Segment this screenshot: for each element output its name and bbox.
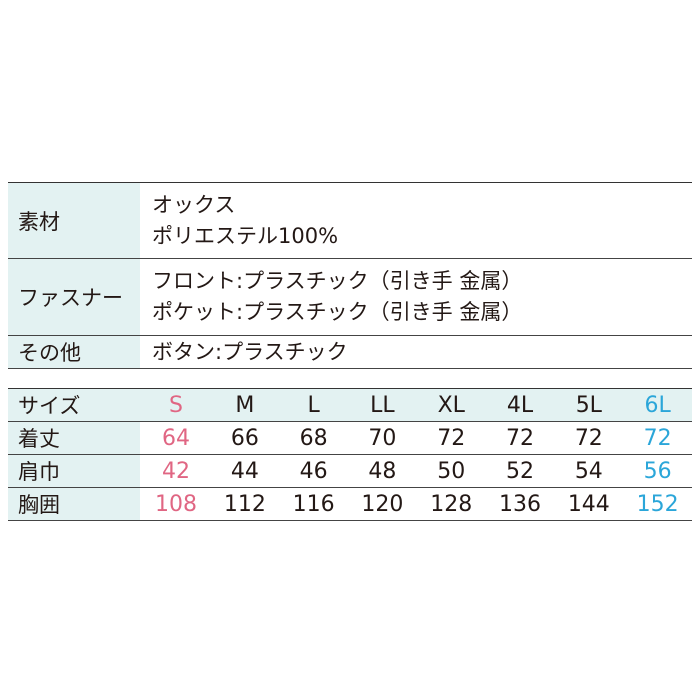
spec-row-material: 素材 オックスポリエステル100% — [8, 183, 692, 259]
size-col: M — [235, 392, 255, 418]
size-value: 72 — [437, 425, 466, 451]
spec-value: ポケット:プラスチック（引き手 金属） — [152, 300, 523, 324]
size-value: 52 — [506, 458, 535, 484]
size-value: 56 — [643, 458, 672, 484]
size-value: 68 — [299, 425, 328, 451]
size-value: 128 — [430, 491, 473, 517]
size-value: 48 — [368, 458, 397, 484]
spec-value: ポリエステル100% — [152, 223, 339, 248]
size-col: 4L — [506, 392, 534, 418]
measure-label: 肩巾 — [8, 455, 140, 487]
size-value: 44 — [230, 458, 259, 484]
size-header-label: サイズ — [8, 389, 140, 421]
size-col: L — [307, 392, 320, 418]
size-row: 胸囲 108 112 116 120 128 136 144 152 — [8, 488, 692, 521]
spec-row-fastener: ファスナー フロント:プラスチック（引き手 金属） ポケット:プラスチック（引き手… — [8, 259, 692, 336]
spec-row-other: その他 ボタン:プラスチック — [8, 336, 692, 369]
size-col: LL — [370, 392, 395, 418]
size-value: 42 — [162, 458, 191, 484]
size-value: 120 — [361, 491, 404, 517]
size-value: 136 — [499, 491, 542, 517]
size-value: 54 — [574, 458, 603, 484]
spec-value: オックス — [152, 192, 236, 217]
size-value: 144 — [567, 491, 610, 517]
size-col: S — [169, 392, 184, 418]
spec-label: その他 — [8, 336, 140, 368]
size-header-row: サイズ S M L LL XL 4L 5L 6L — [8, 389, 692, 422]
size-col: 5L — [575, 392, 602, 418]
spec-value: ボタン:プラスチック — [152, 339, 348, 364]
measure-label: 胸囲 — [8, 488, 140, 520]
spec-label: 素材 — [8, 183, 140, 258]
size-row: 着丈 64 66 68 70 72 72 72 72 — [8, 422, 692, 455]
size-value: 72 — [574, 425, 603, 451]
spec-value: フロント:プラスチック（引き手 金属） — [152, 269, 523, 293]
spec-label: ファスナー — [8, 259, 140, 335]
size-col: XL — [437, 392, 465, 418]
size-value: 64 — [162, 425, 191, 451]
size-value: 72 — [643, 425, 672, 451]
size-value: 70 — [368, 425, 397, 451]
size-value: 112 — [223, 491, 266, 517]
size-col: 6L — [644, 392, 671, 418]
size-table: サイズ S M L LL XL 4L 5L 6L 着丈 64 66 68 70 72 72 7… — [8, 388, 692, 521]
size-value: 72 — [506, 425, 535, 451]
size-value: 50 — [437, 458, 466, 484]
size-value: 116 — [292, 491, 335, 517]
size-value: 108 — [155, 491, 198, 517]
size-value: 152 — [636, 491, 679, 517]
measure-label: 着丈 — [8, 422, 140, 454]
spec-table: 素材 オックスポリエステル100% ファスナー フロント:プラスチック（引き手 … — [8, 182, 692, 369]
size-row: 肩巾 42 44 46 48 50 52 54 56 — [8, 455, 692, 488]
size-value: 66 — [230, 425, 259, 451]
size-value: 46 — [299, 458, 328, 484]
